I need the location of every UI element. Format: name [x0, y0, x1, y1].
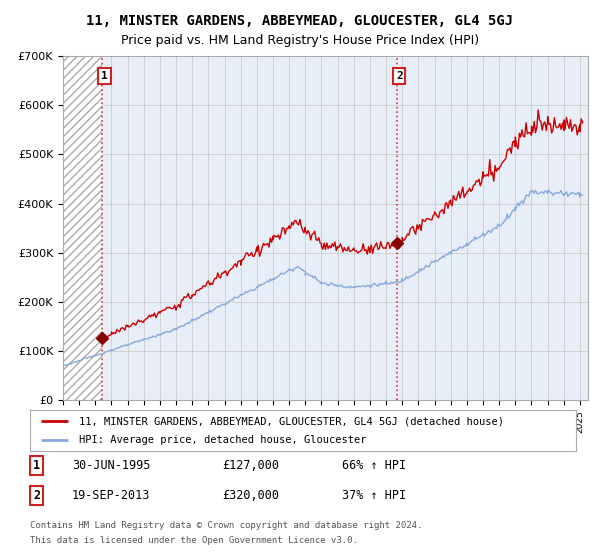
Text: £127,000: £127,000 — [222, 459, 279, 473]
Text: 11, MINSTER GARDENS, ABBEYMEAD, GLOUCESTER, GL4 5GJ (detached house): 11, MINSTER GARDENS, ABBEYMEAD, GLOUCEST… — [79, 417, 504, 426]
Text: Contains HM Land Registry data © Crown copyright and database right 2024.: Contains HM Land Registry data © Crown c… — [30, 521, 422, 530]
Text: 11, MINSTER GARDENS, ABBEYMEAD, GLOUCESTER, GL4 5GJ: 11, MINSTER GARDENS, ABBEYMEAD, GLOUCEST… — [86, 14, 514, 28]
Text: £320,000: £320,000 — [222, 489, 279, 502]
Text: HPI: Average price, detached house, Gloucester: HPI: Average price, detached house, Glou… — [79, 435, 367, 445]
Text: 66% ↑ HPI: 66% ↑ HPI — [342, 459, 406, 473]
Text: 19-SEP-2013: 19-SEP-2013 — [72, 489, 151, 502]
Text: 1: 1 — [101, 71, 108, 81]
Text: 1: 1 — [33, 459, 40, 473]
Text: 37% ↑ HPI: 37% ↑ HPI — [342, 489, 406, 502]
Text: 30-JUN-1995: 30-JUN-1995 — [72, 459, 151, 473]
Text: 2: 2 — [33, 489, 40, 502]
Text: 2: 2 — [396, 71, 403, 81]
Text: This data is licensed under the Open Government Licence v3.0.: This data is licensed under the Open Gov… — [30, 536, 358, 545]
Text: Price paid vs. HM Land Registry's House Price Index (HPI): Price paid vs. HM Land Registry's House … — [121, 34, 479, 46]
Bar — [63, 56, 102, 400]
